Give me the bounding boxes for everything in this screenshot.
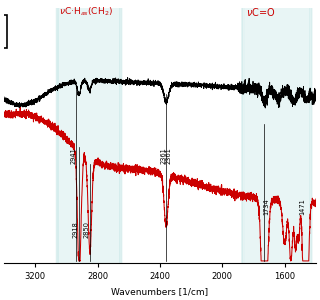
Text: 2941: 2941 [71, 147, 76, 164]
Bar [0, 15, 7, 48]
FancyBboxPatch shape [242, 0, 312, 300]
Text: 1471: 1471 [299, 198, 305, 214]
Text: 2918: 2918 [73, 221, 79, 238]
FancyBboxPatch shape [56, 0, 122, 300]
X-axis label: Wavenumbers [1/cm]: Wavenumbers [1/cm] [111, 287, 209, 296]
Text: 1734: 1734 [263, 198, 269, 214]
Text: 2361: 2361 [161, 147, 167, 164]
Text: $\nu$C·H$_{as}$(CH$_{2}$): $\nu$C·H$_{as}$(CH$_{2}$) [59, 5, 113, 17]
Text: 2361: 2361 [165, 147, 171, 164]
Text: $\nu$C=O: $\nu$C=O [246, 5, 276, 17]
Text: 2850: 2850 [84, 221, 90, 238]
